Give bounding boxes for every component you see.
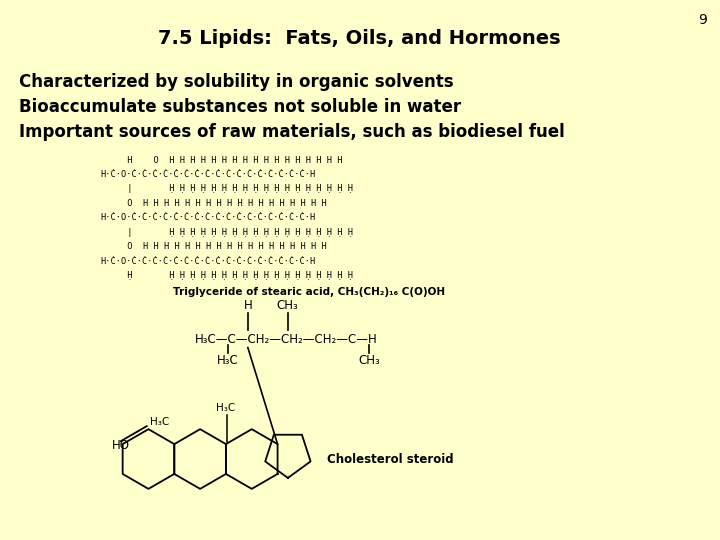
Text: Bioaccumulate substances not soluble in water: Bioaccumulate substances not soluble in … bbox=[19, 98, 462, 116]
Text: H₃C—C—CH₂—CH₂—CH₂—C—H: H₃C—C—CH₂—CH₂—CH₂—C—H bbox=[195, 333, 378, 346]
Text: O  H H H H H H H H H H H H H H H H H H: O H H H H H H H H H H H H H H H H H H bbox=[101, 199, 326, 208]
Text: H₃C: H₃C bbox=[150, 417, 169, 427]
Text: H·Ċ·O·Ċ·Ċ·Ċ·Ċ·Ċ·Ċ·Ċ·Ċ·Ċ·Ċ·Ċ·Ċ·Ċ·Ċ·Ċ·Ċ·Ċ·H: H·Ċ·O·Ċ·Ċ·Ċ·Ċ·Ċ·Ċ·Ċ·Ċ·Ċ·Ċ·Ċ·Ċ·Ċ·Ċ·Ċ·Ċ·Ċ·… bbox=[101, 213, 316, 222]
Text: O  H H H H H H H H H H H H H H H H H H: O H H H H H H H H H H H H H H H H H H bbox=[101, 242, 326, 251]
Text: Important sources of raw materials, such as biodiesel fuel: Important sources of raw materials, such… bbox=[19, 123, 565, 141]
Text: Triglyceride of stearic acid, CH₃(CH₂)₁₆ C(O)OH: Triglyceride of stearic acid, CH₃(CH₂)₁₆… bbox=[174, 287, 446, 298]
Text: H    O  H H H H H H H H H H H H H H H H H: H O H H H H H H H H H H H H H H H H H bbox=[101, 156, 342, 165]
Text: H₃C: H₃C bbox=[216, 403, 235, 413]
Text: 9: 9 bbox=[698, 14, 707, 28]
Text: H: H bbox=[243, 299, 252, 312]
Text: CH₃: CH₃ bbox=[276, 299, 299, 312]
Text: H·Ċ·O·Ċ·Ċ·Ċ·Ċ·Ċ·Ċ·Ċ·Ċ·Ċ·Ċ·Ċ·Ċ·Ċ·Ċ·Ċ·Ċ·Ċ·H: H·Ċ·O·Ċ·Ċ·Ċ·Ċ·Ċ·Ċ·Ċ·Ċ·Ċ·Ċ·Ċ·Ċ·Ċ·Ċ·Ċ·Ċ·Ċ·… bbox=[101, 170, 316, 179]
Text: Characterized by solubility in organic solvents: Characterized by solubility in organic s… bbox=[19, 73, 454, 91]
Text: CH₃: CH₃ bbox=[359, 354, 380, 367]
Text: Cholesterol steroid: Cholesterol steroid bbox=[327, 453, 454, 465]
Text: Ḥ       Ḥ Ḥ Ḥ Ḥ Ḥ Ḥ Ḥ Ḥ Ḥ Ḥ Ḥ Ḥ Ḥ Ḥ Ḥ Ḥ Ḥ Ḥ: Ḥ Ḥ Ḥ Ḥ Ḥ Ḥ Ḥ Ḥ Ḥ Ḥ Ḥ Ḥ Ḥ Ḥ Ḥ Ḥ Ḥ Ḥ Ḥ bbox=[101, 271, 353, 280]
Text: HO: HO bbox=[112, 439, 130, 452]
Text: |       Ḥ Ḥ Ḥ Ḥ Ḥ Ḥ Ḥ Ḥ Ḥ Ḥ Ḥ Ḥ Ḥ Ḥ Ḥ Ḥ Ḥ Ḥ: | Ḥ Ḥ Ḥ Ḥ Ḥ Ḥ Ḥ Ḥ Ḥ Ḥ Ḥ Ḥ Ḥ Ḥ Ḥ Ḥ Ḥ Ḥ bbox=[101, 228, 353, 237]
Text: |       Ḥ Ḥ Ḥ Ḥ Ḥ Ḥ Ḥ Ḥ Ḥ Ḥ Ḥ Ḥ Ḥ Ḥ Ḥ Ḥ Ḥ Ḥ: | Ḥ Ḥ Ḥ Ḥ Ḥ Ḥ Ḥ Ḥ Ḥ Ḥ Ḥ Ḥ Ḥ Ḥ Ḥ Ḥ Ḥ Ḥ bbox=[101, 185, 353, 193]
Text: 7.5 Lipids:  Fats, Oils, and Hormones: 7.5 Lipids: Fats, Oils, and Hormones bbox=[158, 29, 560, 48]
Text: H·Ċ·O·Ċ·Ċ·Ċ·Ċ·Ċ·Ċ·Ċ·Ċ·Ċ·Ċ·Ċ·Ċ·Ċ·Ċ·Ċ·Ċ·Ċ·H: H·Ċ·O·Ċ·Ċ·Ċ·Ċ·Ċ·Ċ·Ċ·Ċ·Ċ·Ċ·Ċ·Ċ·Ċ·Ċ·Ċ·Ċ·Ċ·… bbox=[101, 256, 316, 266]
Text: H₃C: H₃C bbox=[217, 354, 239, 367]
